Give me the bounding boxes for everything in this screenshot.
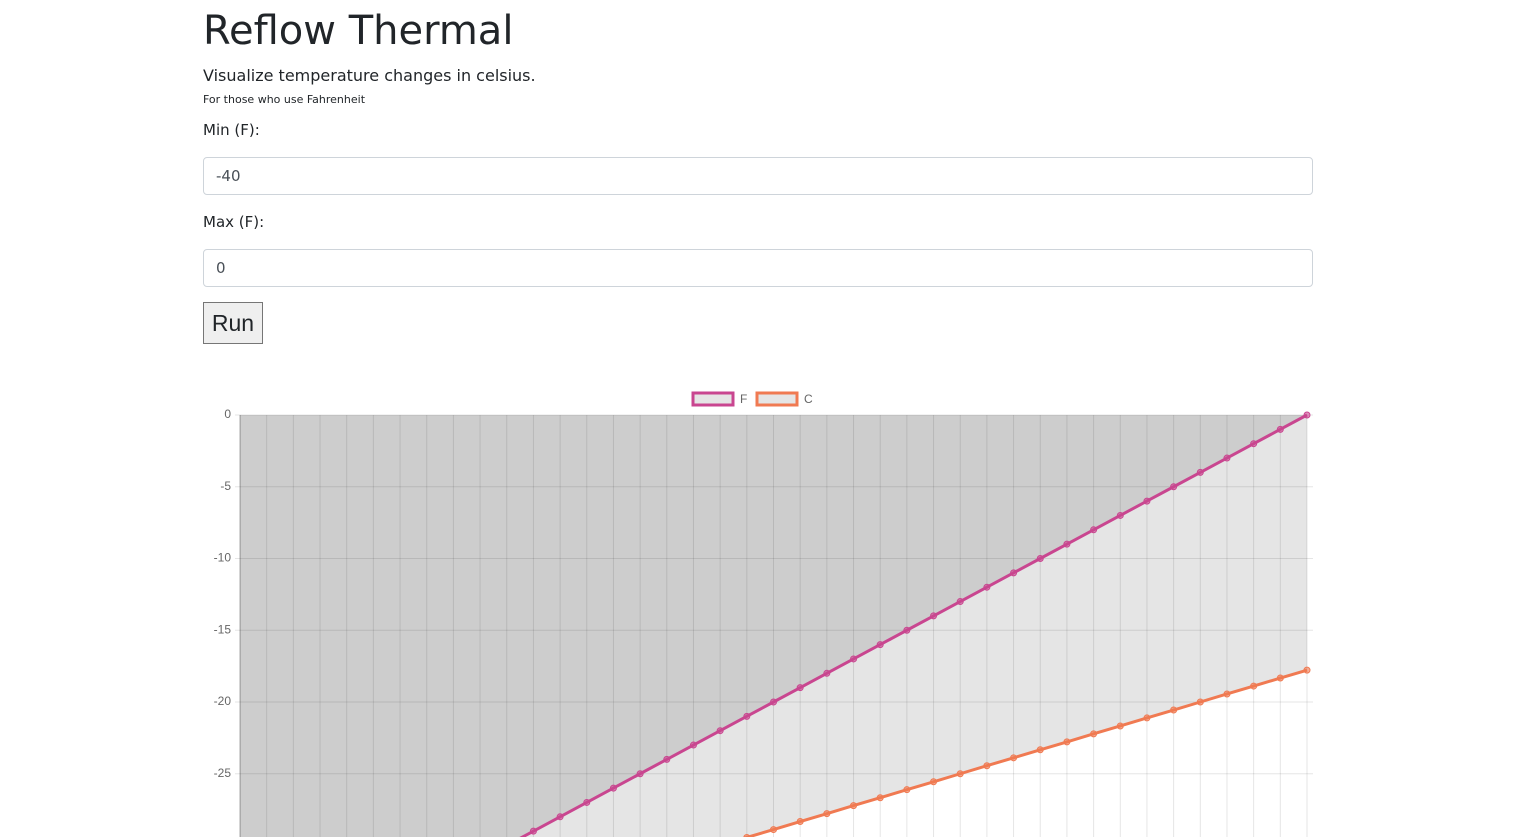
point — [1170, 706, 1178, 714]
y-tick-label: -20 — [214, 694, 232, 708]
point — [583, 798, 591, 806]
point — [983, 583, 991, 591]
point — [956, 598, 964, 606]
point — [823, 810, 831, 818]
field-label: Max (F): — [203, 213, 265, 231]
point — [1303, 411, 1311, 419]
point — [956, 770, 964, 778]
point — [850, 802, 858, 810]
point — [796, 684, 804, 692]
point — [1303, 666, 1311, 674]
y-tick-label: -15 — [214, 622, 232, 636]
point — [903, 786, 911, 794]
point — [743, 833, 751, 837]
point — [796, 818, 804, 826]
point — [1036, 555, 1044, 562]
point — [716, 727, 724, 735]
point — [1063, 540, 1071, 548]
point — [930, 612, 938, 620]
point — [823, 669, 831, 677]
point — [1063, 738, 1071, 746]
point — [876, 641, 884, 649]
point — [1116, 511, 1124, 519]
run-button[interactable]: Run — [203, 302, 263, 344]
point — [850, 655, 858, 663]
y-tick-label: 0 — [224, 407, 231, 421]
point — [770, 826, 777, 834]
page-title: Reflow Thermal — [203, 8, 514, 54]
point — [903, 626, 911, 634]
point — [1116, 722, 1124, 730]
point — [1196, 468, 1204, 476]
point — [770, 698, 777, 706]
point — [556, 813, 564, 821]
point — [1090, 730, 1098, 738]
point — [1223, 690, 1231, 698]
point — [1143, 714, 1151, 722]
point — [1170, 483, 1178, 491]
point — [1250, 440, 1258, 448]
point — [663, 755, 671, 763]
point — [1036, 746, 1044, 754]
field-label: Min (F): — [203, 121, 260, 139]
point — [529, 827, 537, 835]
point — [876, 794, 884, 802]
legend-label: C — [804, 392, 813, 406]
y-tick-label: -5 — [220, 479, 231, 493]
subtitle: Visualize temperature changes in celsius… — [203, 66, 536, 85]
note: For those who use Fahrenheit — [203, 93, 366, 106]
y-tick-label: -25 — [214, 766, 232, 780]
point — [1010, 569, 1018, 577]
point — [1276, 425, 1284, 433]
point — [609, 784, 617, 792]
point — [983, 762, 991, 770]
point — [689, 741, 697, 749]
point — [1250, 682, 1258, 690]
text-input[interactable]: 0 — [203, 249, 1313, 287]
point — [1143, 497, 1151, 505]
legend-swatch — [691, 391, 735, 407]
legend-swatch — [755, 391, 799, 407]
point — [743, 712, 751, 720]
area — [240, 415, 1307, 837]
text-input[interactable]: -40 — [203, 157, 1313, 195]
area — [240, 415, 1307, 837]
point — [1010, 754, 1018, 762]
point — [1090, 526, 1098, 534]
point — [1196, 698, 1204, 706]
point — [1223, 454, 1231, 462]
point — [1276, 674, 1284, 682]
legend-label: F — [740, 392, 747, 406]
y-tick-label: -10 — [214, 551, 232, 565]
point — [636, 770, 644, 778]
point — [930, 778, 938, 786]
